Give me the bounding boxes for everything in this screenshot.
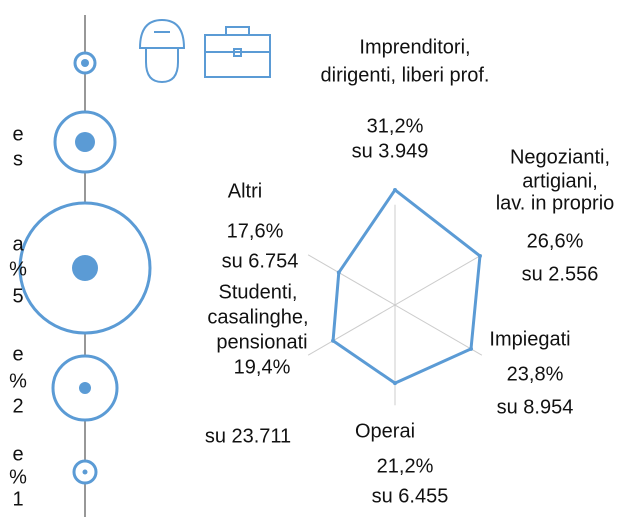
radar-point (469, 346, 474, 351)
category-label: Imprenditori, (359, 36, 470, 58)
category-label: artigiani, (522, 170, 598, 192)
cut-text: % (9, 258, 27, 280)
cut-text: a (12, 233, 24, 255)
sample-label: su 8.954 (497, 396, 574, 418)
cut-text: % (9, 466, 27, 488)
sample-label: su 6.455 (372, 485, 449, 507)
radar-point (477, 253, 482, 258)
cut-text: e (12, 343, 23, 365)
value-label: 19,4% (234, 356, 291, 378)
radar-point (393, 187, 397, 192)
category-label: dirigenti, liberi prof. (321, 64, 490, 86)
value-label: 23,8% (507, 363, 564, 385)
cut-text: 1 (12, 488, 23, 510)
category-label: pensionati (216, 331, 307, 353)
category-label: casalinghe, (207, 306, 308, 328)
radar-line (331, 188, 482, 385)
category-label: Operai (355, 420, 415, 442)
sample-label: su 6.754 (222, 250, 299, 272)
radar-point (331, 338, 336, 343)
radar-point (393, 381, 397, 386)
cut-text: % (9, 370, 27, 392)
category-label: Negozianti, (510, 146, 610, 168)
cut-text: e (12, 123, 23, 145)
cut-text: e (12, 443, 23, 465)
cut-text: 5 (12, 285, 23, 307)
category-label: Altri (228, 180, 262, 202)
sample-label: su 3.949 (352, 140, 429, 162)
cut-text: 2 (12, 395, 23, 417)
sample-label: su 2.556 (522, 263, 599, 285)
radar-point (336, 270, 341, 275)
cut-text: s (13, 148, 23, 170)
category-label: Studenti, (219, 281, 298, 303)
timeline (18, 15, 152, 517)
value-label: 17,6% (227, 220, 284, 242)
category-label: lav. in proprio (496, 192, 615, 214)
category-label: Impiegati (489, 328, 570, 350)
value-label: 21,2% (377, 455, 434, 477)
icons (138, 18, 271, 84)
value-label: 26,6% (527, 230, 584, 252)
sample-label: su 23.711 (205, 425, 291, 447)
value-label: 31,2% (367, 115, 424, 137)
